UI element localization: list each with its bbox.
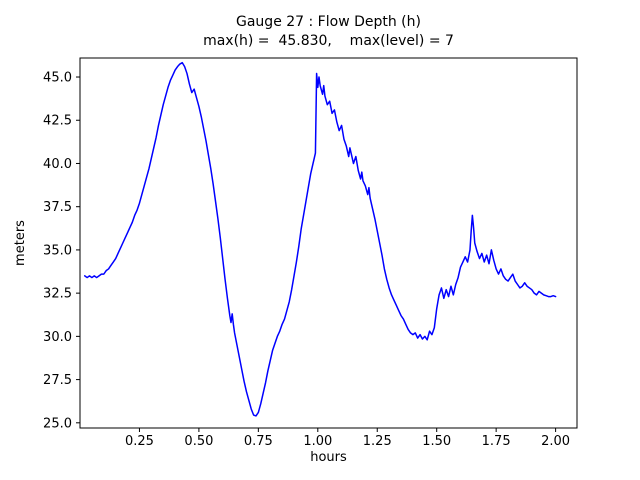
y-tick-label: 32.5	[43, 287, 72, 302]
y-axis-label: meters	[13, 220, 28, 266]
y-tick-label: 42.5	[43, 114, 72, 129]
x-tick-label: 1.00	[303, 434, 332, 449]
chart-subtitle: max(h) = 45.830, max(level) = 7	[203, 33, 454, 49]
y-tick-label: 35.0	[43, 243, 72, 258]
y-tick-label: 27.5	[43, 373, 72, 388]
chart-title: Gauge 27 : Flow Depth (h)	[236, 14, 421, 30]
y-tick-label: 45.0	[43, 71, 72, 86]
y-tick-label: 25.0	[43, 416, 72, 431]
x-tick-label: 0.75	[244, 434, 273, 449]
plot-spines	[79, 57, 578, 429]
y-tick-label: 30.0	[43, 330, 72, 345]
x-tick-label: 2.00	[541, 434, 570, 449]
x-tick-label: 0.25	[125, 434, 154, 449]
axes: 0.25 0.50 0.75 1.00 1.25 1.50 1.75 2.00 25.0 27.5…	[43, 57, 578, 449]
x-tick-label: 1.25	[363, 434, 392, 449]
y-tick-label: 37.5	[43, 200, 72, 215]
flow-depth-line	[84, 61, 557, 417]
line-series	[84, 61, 557, 417]
x-axis-label: hours	[310, 450, 347, 465]
x-tick-label: 1.75	[482, 434, 511, 449]
x-tick-label: 1.50	[422, 434, 451, 449]
y-tick-label: 40.0	[43, 157, 72, 172]
x-tick-label: 0.50	[184, 434, 213, 449]
